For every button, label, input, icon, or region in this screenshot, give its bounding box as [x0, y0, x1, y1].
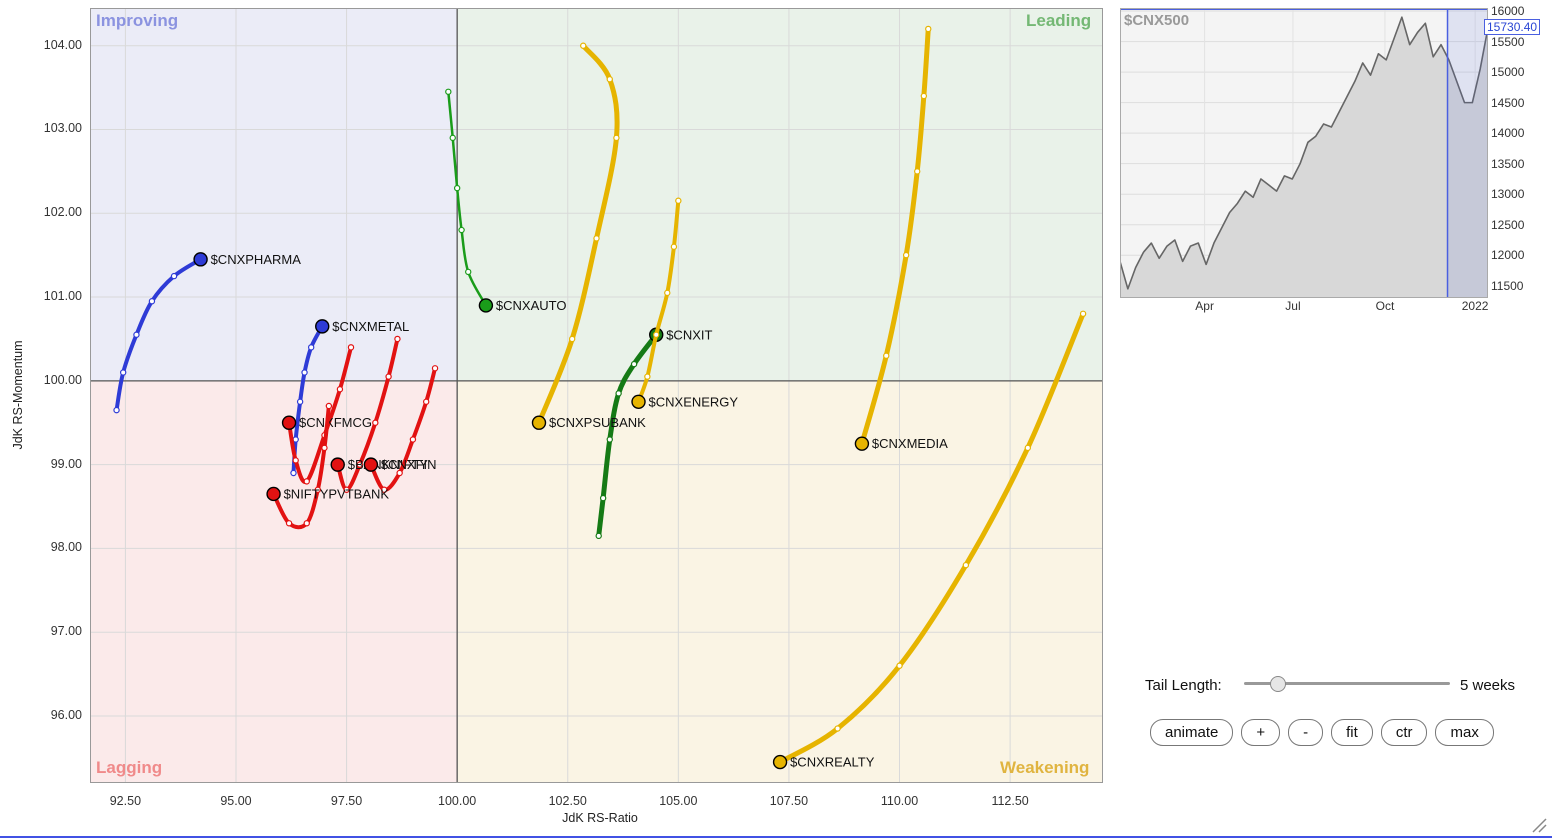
series-cnxfin[interactable]: $CNXFIN	[363, 365, 439, 493]
series-cnxfmcg[interactable]: $CNXFMCG	[281, 344, 372, 485]
x-tick-label: 112.50	[991, 794, 1029, 808]
series-label: $CNXPHARMA	[211, 252, 302, 267]
y-tick-label: 103.00	[43, 121, 82, 136]
y-tick-label: 101.00	[43, 289, 82, 304]
quadrant-label-lagging: Lagging	[96, 758, 163, 777]
quadrant-label-weakening: Weakening	[1000, 758, 1090, 777]
x-tick-label: 102.50	[548, 794, 587, 808]
series-label: $CNXFMCG	[299, 415, 372, 430]
benchmark-y-tick-label: 14500	[1491, 95, 1525, 110]
quadrant-label-improving: Improving	[96, 11, 179, 30]
benchmark-y-tick-label: 13500	[1491, 156, 1525, 171]
x-tick-label: 105.00	[659, 794, 698, 808]
x-tick-label: 97.50	[330, 794, 363, 808]
series-label: $CNXIT	[666, 327, 712, 342]
y-tick-label: 97.00	[50, 624, 82, 639]
max-button[interactable]: max	[1435, 719, 1494, 746]
series-cnxpharma[interactable]: $CNXPHARMA	[113, 252, 302, 414]
benchmark-y-tick-label: 12000	[1491, 248, 1525, 263]
y-tick-label: 98.00	[50, 540, 82, 555]
y-tick-label: 102.00	[43, 205, 82, 220]
benchmark-y-tick-label: 15500	[1491, 34, 1525, 49]
y-axis-title: JdK RS-Momentum	[11, 340, 25, 450]
series-label: $NIFTYPVTBANK	[284, 486, 390, 501]
benchmark-y-tick-label: 14000	[1491, 126, 1525, 141]
quadrant-label-leading: Leading	[1026, 11, 1092, 30]
series-label: $CNXENERGY	[649, 394, 739, 409]
series-label: $CNXMEDIA	[872, 436, 948, 451]
y-tick-label: 104.00	[43, 37, 82, 52]
y-tick-label: 100.00	[43, 372, 82, 387]
series-label: $CNXREALTY	[790, 755, 875, 770]
zoom-out-button[interactable]: -	[1288, 719, 1324, 746]
benchmark-y-tick-label: 15000	[1491, 65, 1525, 80]
x-tick-label: 100.00	[438, 794, 477, 808]
x-tick-label: 95.00	[220, 794, 252, 808]
series-label: $CNXPSUBANK	[549, 415, 646, 430]
series-label: $CNXFIN	[381, 457, 437, 472]
series-niftypvtbank[interactable]: $NIFTYPVTBANK	[266, 402, 390, 530]
tail-length-label: Tail Length:	[1145, 677, 1222, 694]
y-tick-label: 99.00	[50, 456, 82, 471]
benchmark-y-tick-label: 12500	[1491, 217, 1525, 232]
series-cnxmedia[interactable]: $CNXMEDIA	[854, 25, 948, 451]
benchmark-x-tick-label: Apr	[1195, 299, 1214, 313]
zoom-in-button[interactable]: +	[1241, 719, 1281, 746]
benchmark-x-tick-label: 2022	[1461, 299, 1489, 313]
x-tick-label: 92.50	[109, 794, 142, 808]
series-label: $CNXAUTO	[496, 298, 567, 313]
animate-button[interactable]: animate	[1150, 719, 1234, 746]
benchmark-y-tick-label: 16000	[1491, 4, 1525, 19]
y-tick-label: 96.00	[50, 707, 82, 722]
benchmark-x-tick-label: Jul	[1285, 299, 1301, 313]
tail-length-slider[interactable]	[1244, 682, 1450, 685]
benchmark-y-tick-label: 13000	[1491, 187, 1525, 202]
benchmark-last-value: 15730.40	[1484, 19, 1541, 35]
series-cnxrealty[interactable]: $CNXREALTY	[772, 310, 1087, 770]
x-tick-label: 110.00	[880, 794, 919, 808]
series-cnxpsubank[interactable]: $CNXPSUBANK	[531, 42, 646, 430]
center-button[interactable]: ctr	[1380, 719, 1428, 746]
rrg-plot[interactable]: $CNXPHARMA$CNXMETAL$CNXFMCG$BANKNIFTY$CN…	[90, 8, 1103, 783]
benchmark-x-tick-label: Oct	[1375, 299, 1395, 313]
benchmark-mini-chart[interactable]	[1120, 8, 1488, 298]
x-axis-title: JdK RS-Ratio	[562, 811, 638, 825]
chart-buttons: animate + - fit ctr max	[1150, 719, 1494, 746]
fit-button[interactable]: fit	[1331, 719, 1373, 746]
x-tick-label: 107.50	[769, 794, 809, 808]
benchmark-y-tick-label: 11500	[1491, 278, 1524, 293]
resize-handle-icon[interactable]	[1529, 815, 1547, 833]
series-cnxenergy[interactable]: $CNXENERGY	[631, 197, 739, 409]
tail-length-value: 5 weeks	[1460, 677, 1516, 694]
series-cnxmetal[interactable]: $CNXMETAL	[290, 319, 409, 477]
series-label: $CNXMETAL	[332, 319, 409, 334]
series-cnxauto[interactable]: $CNXAUTO	[445, 88, 567, 313]
benchmark-symbol: $CNX500	[1124, 12, 1190, 29]
